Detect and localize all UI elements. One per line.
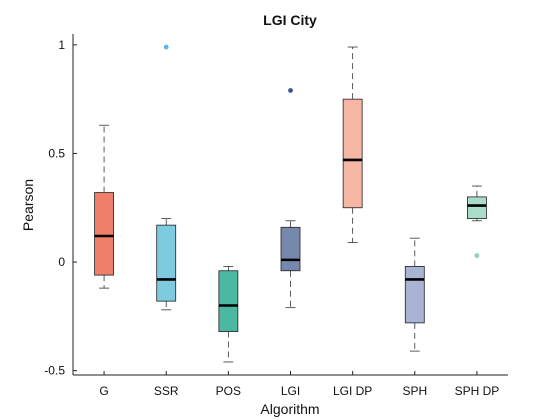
x-tick-label: SSR	[154, 384, 179, 398]
boxes	[94, 44, 487, 363]
box-iqr	[94, 192, 114, 276]
box-iqr	[467, 196, 487, 220]
outlier-point	[288, 88, 293, 93]
box-group	[467, 185, 487, 258]
box-group	[218, 266, 239, 363]
x-tick-label: SPH DP	[455, 384, 500, 398]
y-tick-label: 0.5	[48, 146, 65, 160]
box-iqr	[404, 266, 425, 324]
x-axis-label: Algorithm	[260, 401, 319, 417]
x-tick-label: LGI	[281, 384, 300, 398]
x-ticks: G SSR POS LGI LGI DP SPH SPH DP	[99, 371, 499, 398]
x-tick-label: G	[99, 384, 108, 398]
y-ticks: -0.5 0 0.5 1	[44, 38, 77, 378]
outlier-point	[474, 253, 480, 258]
box-group	[404, 237, 425, 352]
box-iqr	[280, 226, 301, 272]
box-iqr	[156, 224, 177, 302]
box-group	[156, 44, 177, 311]
box-iqr	[342, 98, 363, 209]
box-iqr	[218, 270, 239, 332]
y-tick-label: 0	[58, 255, 65, 269]
x-tick-label: LGI DP	[333, 384, 372, 398]
x-tick-label: SPH	[402, 384, 427, 398]
box-group	[280, 88, 301, 309]
outlier-point	[163, 44, 169, 50]
x-tick-label: POS	[216, 384, 241, 398]
y-axis-label: Pearson	[20, 179, 36, 231]
chart-title: LGI City	[263, 12, 317, 28]
box-group	[342, 46, 363, 243]
y-tick-label: 1	[58, 38, 65, 52]
box-group	[94, 124, 114, 289]
y-tick-label: -0.5	[44, 364, 65, 378]
